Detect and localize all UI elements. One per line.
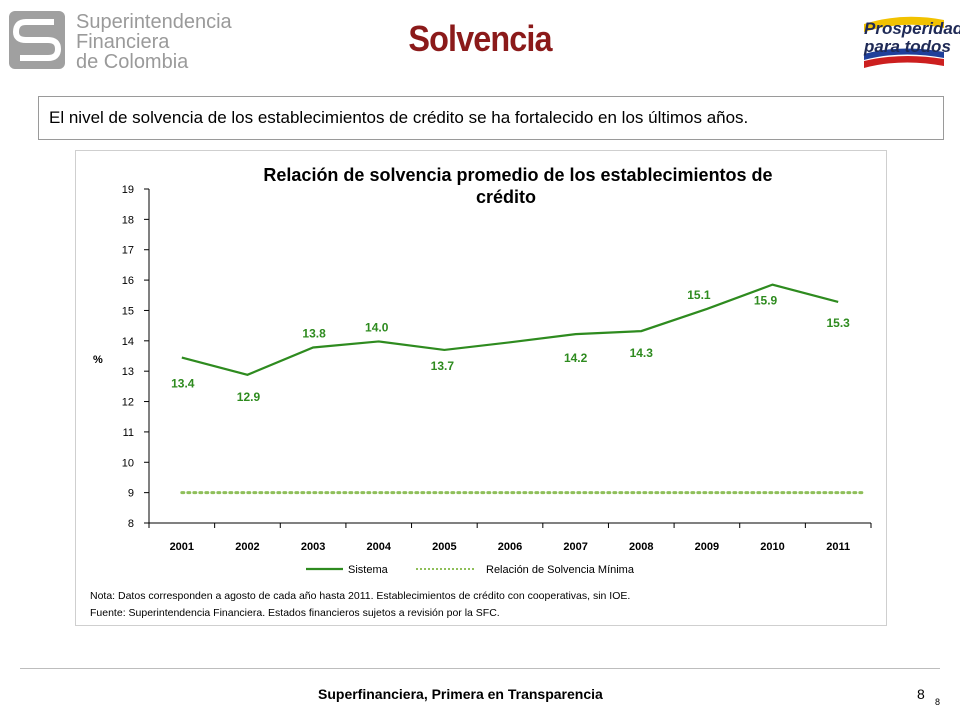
x-tick-label: 2007 [563,541,587,553]
data-label: 15.1 [687,288,711,302]
y-tick-label: 12 [122,397,134,409]
superintendencia-logo: Superintendencia Financiera de Colombia [8,10,232,72]
x-tick-label: 2002 [235,541,259,553]
y-tick-label: 15 [122,305,134,317]
data-label: 13.7 [431,359,455,373]
system-series-line [181,283,839,376]
data-label: 12.9 [237,390,261,404]
data-label: 14.0 [365,320,389,334]
subtitle-text: El nivel de solvencia de los establecimi… [49,108,749,127]
logo-line-2: Financiera [76,31,170,53]
page-number: 8 [917,686,925,702]
prosperidad-text: Prosperidad para todos [864,20,960,56]
data-label: 15.3 [827,316,851,330]
chart-panel: Relación de solvencia promedio de los es… [75,150,887,626]
page-number-small: 8 [935,697,941,707]
y-tick-label: 9 [128,488,134,500]
right-logo-line-2: para todos [864,37,951,56]
logo-line-1: Superintendencia [76,11,232,33]
x-tick-label: 2009 [695,541,719,553]
y-tick-label: 11 [123,427,134,439]
y-tick-label: 14 [122,336,134,348]
data-label: 15.9 [754,294,778,308]
solvency-chart: Relación de solvencia promedio de los es… [90,165,872,619]
chart-title-line-2: crédito [476,187,536,207]
footer-divider [20,668,940,669]
logo-text: Superintendencia Financiera de Colombia [76,12,232,72]
chart-source: Fuente: Superintendencia Financiera. Est… [90,607,500,619]
legend-system-label: Sistema [348,564,389,576]
x-tick-label: 2010 [760,541,784,553]
data-label: 14.2 [564,351,588,365]
y-tick-label: 18 [122,214,134,226]
y-tick-label: 8 [128,518,134,530]
superintendencia-s-icon [9,11,65,69]
data-label: 13.4 [171,377,195,391]
x-tick-label: 2006 [498,541,522,553]
prosperidad-logo: Prosperidad para todos [856,12,960,72]
legend-minimum-label: Relación de Solvencia Mínima [486,564,635,576]
chart-title-line-1: Relación de solvencia promedio de los es… [263,165,772,185]
x-tick-label: 2004 [366,541,391,553]
y-axis-label: % [93,354,103,366]
x-tick-label: 2001 [170,541,194,553]
data-label: 13.8 [302,326,326,340]
slide-title: Solvencia [408,18,552,59]
data-label: 14.3 [630,346,654,360]
chart-note: Nota: Datos corresponden a agosto de cad… [90,590,630,602]
x-tick-label: 2005 [432,541,456,553]
x-tick-label: 2003 [301,541,325,553]
x-tick-label: 2011 [826,541,850,553]
x-tick-label: 2008 [629,541,653,553]
right-logo-line-1: Prosperidad [864,19,960,38]
y-tick-label: 13 [122,366,134,378]
subtitle-box: El nivel de solvencia de los establecimi… [38,96,944,140]
y-tick-label: 10 [122,457,134,469]
y-tick-label: 19 [122,184,134,196]
y-tick-label: 16 [122,275,134,287]
footer-text: Superfinanciera, Primera en Transparenci… [318,686,603,702]
prosperidad-stripes-icon [864,16,944,68]
y-tick-label: 17 [122,245,134,257]
logo-line-3: de Colombia [76,51,189,73]
